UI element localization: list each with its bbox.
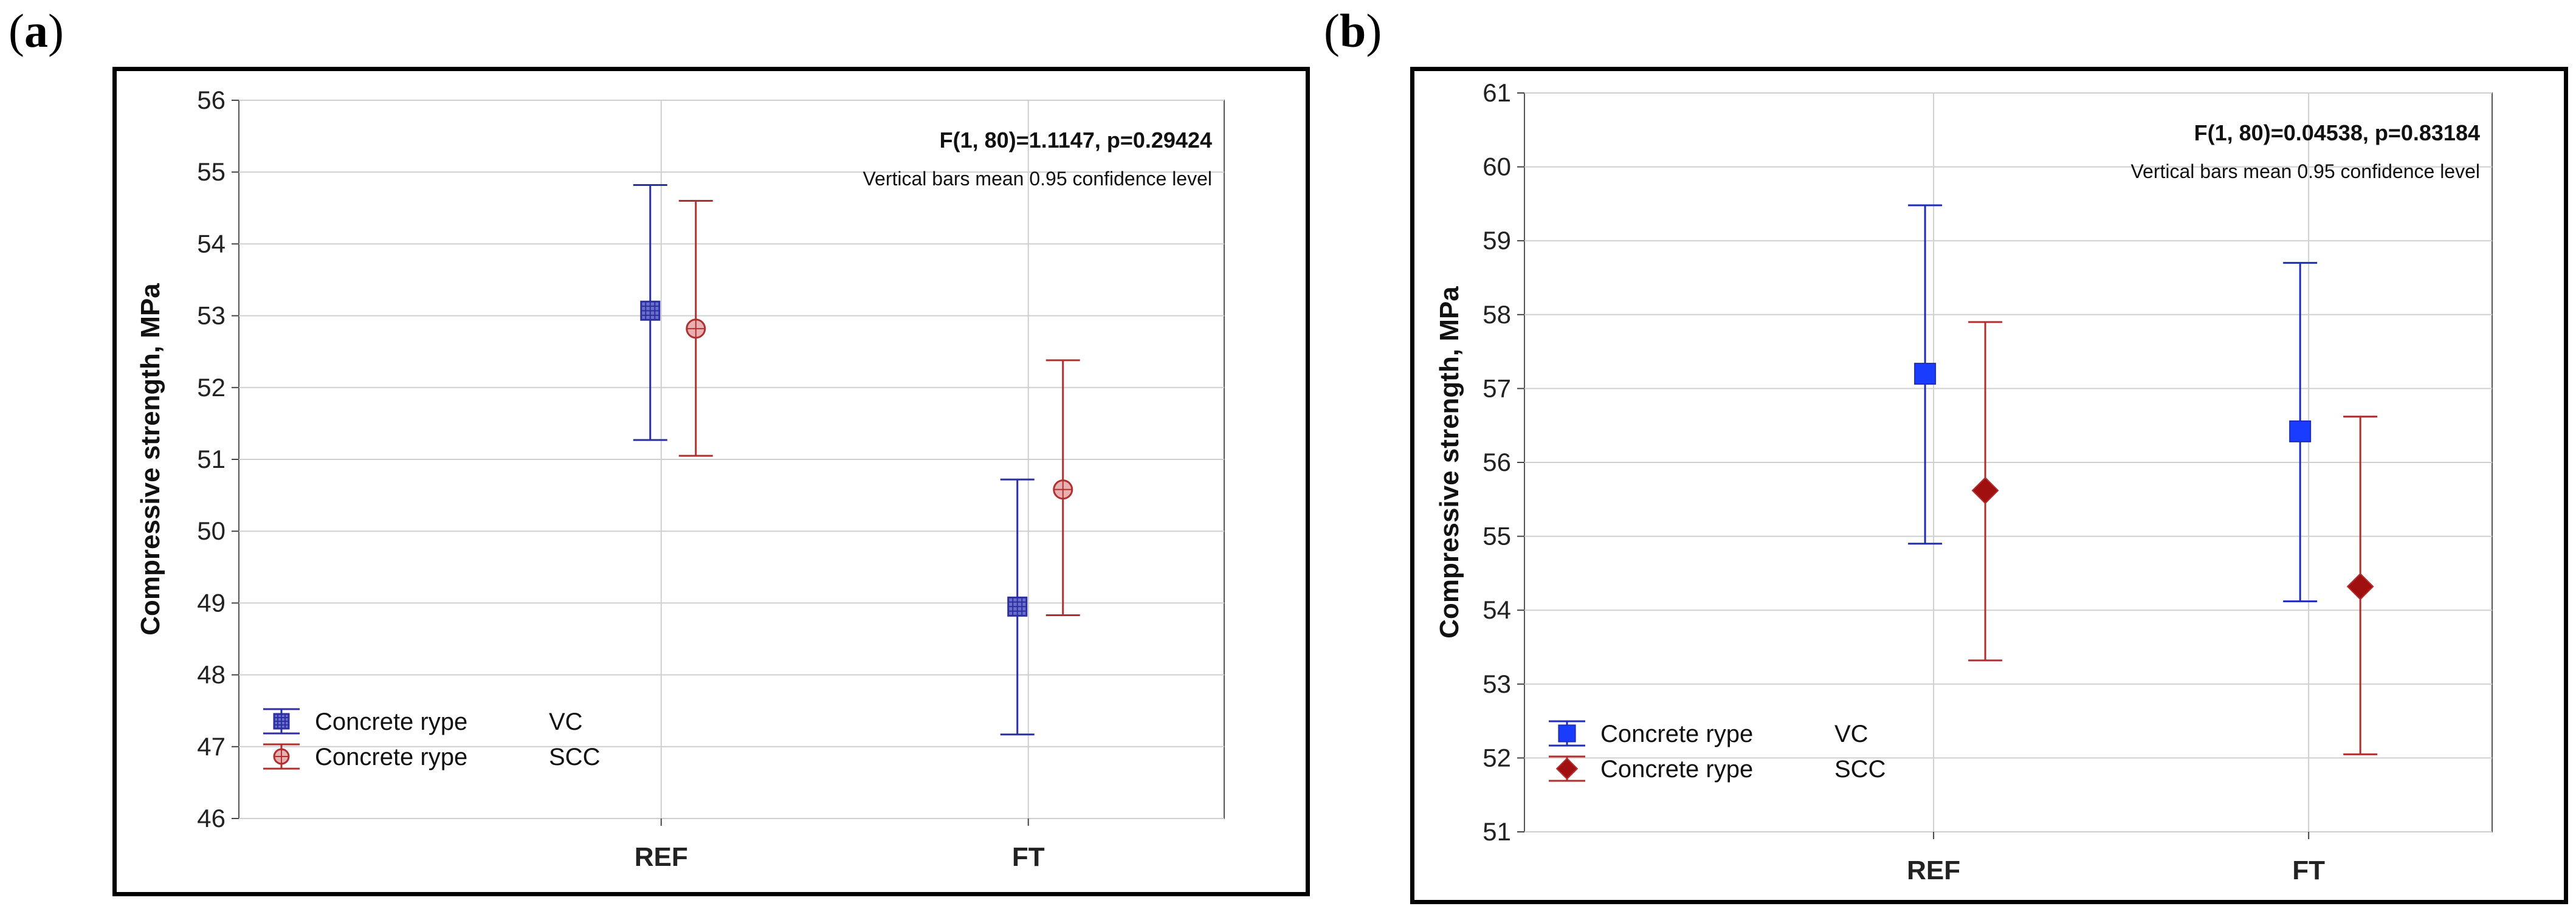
y-tick-label: 56 bbox=[1483, 448, 1511, 476]
y-tick-label: 47 bbox=[197, 732, 226, 761]
y-tick-label: 48 bbox=[197, 661, 226, 689]
legend-label: Concrete rype bbox=[1600, 721, 1753, 747]
confidence-note: Vertical bars mean 0.95 confidence level bbox=[863, 168, 1212, 190]
y-tick-label: 46 bbox=[197, 804, 226, 832]
legend-series-name-scc: SCC bbox=[1834, 756, 1886, 783]
y-tick-label: 57 bbox=[1483, 374, 1511, 402]
x-tick-label-ft: FT bbox=[1012, 842, 1045, 872]
chart-b: 51 52 53 54 55 56 57 58 59 60 61 REF FT Compressive s… bbox=[1434, 78, 2493, 885]
y-tick-label: 60 bbox=[1483, 153, 1511, 181]
legend-series-name-vc: VC bbox=[1834, 721, 1868, 747]
legend-label: Concrete rype bbox=[315, 709, 467, 735]
mean-marker-vc-ref bbox=[1914, 363, 1937, 385]
chart-a: 46 47 48 49 50 51 52 53 54 55 56 REF FT Compressive s… bbox=[136, 86, 1225, 872]
legend-label: Concrete rype bbox=[315, 744, 467, 770]
y-tick-label: 54 bbox=[197, 229, 226, 258]
chart-frame-a: 46 47 48 49 50 51 52 53 54 55 56 REF FT Compressive s… bbox=[112, 67, 1310, 896]
y-tick-label: 55 bbox=[1483, 522, 1511, 551]
stats-annotation: F(1, 80)=1.1147, p=0.29424 bbox=[940, 128, 1212, 153]
y-axis-label: Compressive strength, MPa bbox=[136, 283, 165, 636]
y-tick-label: 49 bbox=[197, 588, 226, 617]
legend-series-name-vc: VC bbox=[549, 709, 583, 735]
x-tick-label-ref: REF bbox=[635, 842, 688, 872]
chart-frame-b: 51 52 53 54 55 56 57 58 59 60 61 REF FT Compressive s… bbox=[1410, 67, 2568, 904]
panel-label-b: (b) bbox=[1324, 4, 1382, 57]
y-tick-label: 52 bbox=[1483, 743, 1511, 772]
y-tick-label: 52 bbox=[197, 373, 226, 402]
mean-marker-scc-ref bbox=[1971, 476, 1999, 504]
y-tick-label: 53 bbox=[197, 301, 226, 330]
y-tick-label: 55 bbox=[197, 157, 226, 186]
legend-label: Concrete rype bbox=[1600, 756, 1753, 783]
y-tick-label: 54 bbox=[1483, 595, 1511, 624]
confidence-note: Vertical bars mean 0.95 confidence level bbox=[2130, 160, 2480, 182]
x-tick-label-ft: FT bbox=[2292, 856, 2325, 885]
y-tick-label: 51 bbox=[1483, 817, 1511, 846]
mean-marker-vc-ft bbox=[2289, 420, 2312, 442]
y-tick-label: 61 bbox=[1483, 78, 1511, 107]
x-tick-label-ref: REF bbox=[1907, 856, 1960, 885]
y-tick-label: 59 bbox=[1483, 226, 1511, 255]
y-axis-label: Compressive strength, MPa bbox=[1434, 286, 1464, 639]
y-tick-label: 51 bbox=[197, 445, 226, 473]
mean-marker-scc-ft bbox=[2346, 572, 2374, 600]
y-tick-label: 56 bbox=[197, 86, 226, 114]
legend-series-name-scc: SCC bbox=[549, 744, 600, 770]
legend-marker-vc bbox=[1558, 724, 1576, 743]
legend-marker-scc bbox=[1555, 757, 1579, 780]
stats-annotation: F(1, 80)=0.04538, p=0.83184 bbox=[2194, 120, 2480, 145]
panel-label-a: (a) bbox=[9, 4, 64, 57]
y-tick-label: 53 bbox=[1483, 670, 1511, 698]
y-tick-label: 50 bbox=[197, 516, 226, 545]
y-tick-label: 58 bbox=[1483, 300, 1511, 329]
